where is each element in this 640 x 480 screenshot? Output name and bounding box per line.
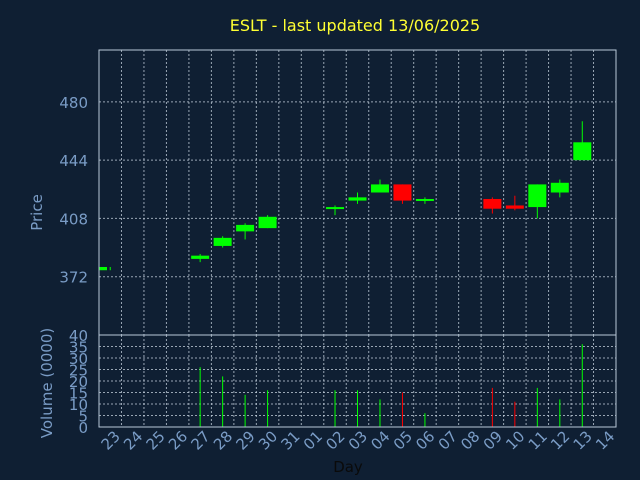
candle-body [99,266,107,271]
volume-bars [199,344,583,427]
candle-body [483,198,502,209]
candle-body [528,184,547,208]
volume-y-tick-label: 30 [69,350,88,368]
volume-gridlines [99,335,616,428]
volume-y-tick-label: 25 [69,362,88,380]
price-gridlines [99,50,616,335]
candle-body [348,197,367,201]
volume-panel-frame [98,334,617,428]
candle-body [550,182,569,193]
price-y-tick-label: 372 [59,269,88,287]
x-axis-label: Day [333,458,363,476]
candle-body [505,205,524,209]
price-panel: 372 408 444 480 Price [28,49,617,336]
volume-y-tick-label: 35 [69,339,88,357]
price-y-tick-label: 480 [59,94,88,112]
price-axis-label: Price [28,194,46,231]
volume-y-tick-label: 40 [69,327,88,345]
x-tick-labels: 2324252627282930310102030405060708091011… [98,427,619,453]
candle-body [191,255,210,259]
volume-axis-label: Volume (0000) [38,328,56,438]
volume-y-tick-label: 10 [69,396,88,414]
price-y-tick-label: 408 [59,210,88,228]
price-y-tick-label: 444 [59,152,88,170]
candle-body [393,184,412,201]
price-candles [99,121,592,271]
candle-body [326,207,345,210]
candle-body [370,184,389,193]
volume-y-tick-label: 0 [78,419,88,437]
candle-body [415,198,434,201]
volume-y-tick-label: 5 [78,408,88,426]
candle-body [236,224,255,232]
candle-body [213,237,232,246]
candle-body [573,142,592,161]
volume-y-tick-label: 20 [69,373,88,391]
candle-body [258,216,277,229]
chart-title: ESLT - last updated 13/06/2025 [230,16,480,35]
price-y-tick-labels: 372 408 444 480 [59,94,88,287]
volume-y-tick-label: 15 [69,385,88,403]
